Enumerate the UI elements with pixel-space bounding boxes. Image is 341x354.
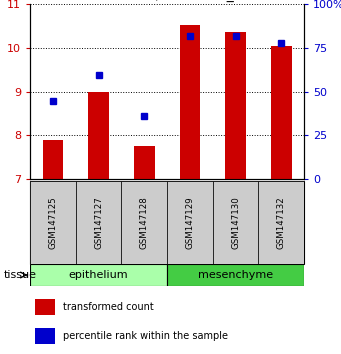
Bar (258, 181, 304, 264)
Bar (30, 264, 167, 286)
Text: percentile rank within the sample: percentile rank within the sample (63, 331, 228, 341)
Bar (225, 32, 246, 179)
Text: transformed count: transformed count (63, 302, 154, 312)
Bar (180, 25, 200, 179)
Text: GSM147129: GSM147129 (186, 196, 194, 249)
Bar (213, 181, 258, 264)
Text: GSM147130: GSM147130 (231, 196, 240, 249)
Text: GSM147132: GSM147132 (277, 196, 286, 249)
Bar (88, 91, 109, 179)
Text: tissue: tissue (3, 270, 36, 280)
Text: GSM147125: GSM147125 (48, 196, 57, 249)
Bar (121, 181, 167, 264)
Bar (167, 181, 213, 264)
Bar (76, 181, 121, 264)
Title: GDS2699 / 1417926_at: GDS2699 / 1417926_at (86, 0, 248, 1)
Text: mesenchyme: mesenchyme (198, 270, 273, 280)
Text: GSM147127: GSM147127 (94, 196, 103, 249)
Bar (271, 46, 292, 179)
Text: GSM147128: GSM147128 (140, 196, 149, 249)
Bar (43, 139, 63, 179)
Bar (35, 328, 55, 344)
Text: epithelium: epithelium (69, 270, 128, 280)
Bar (30, 181, 76, 264)
Bar (35, 299, 55, 315)
Bar (134, 146, 154, 179)
Bar (167, 264, 304, 286)
